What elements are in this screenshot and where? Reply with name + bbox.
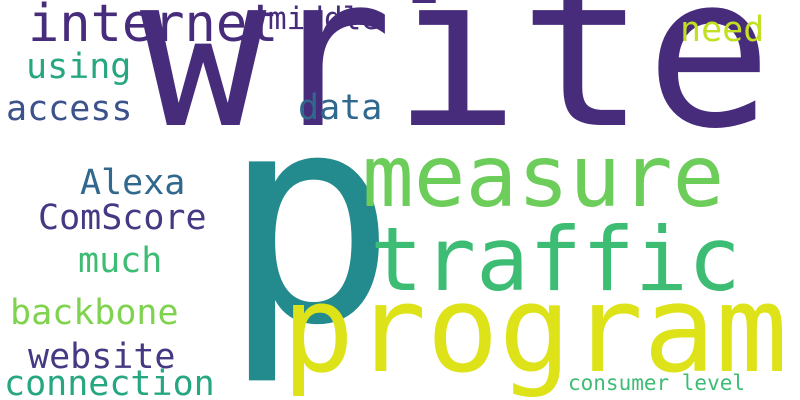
word-connection: connection bbox=[4, 364, 215, 400]
word-traffic: traffic bbox=[370, 208, 741, 311]
word-program: program bbox=[282, 261, 788, 400]
word-alexa: Alexa bbox=[80, 163, 186, 203]
word-middle: middle bbox=[268, 1, 380, 37]
word-much: much bbox=[78, 241, 163, 281]
word-measure: measure bbox=[362, 127, 725, 227]
word-internet: internet bbox=[28, 0, 279, 54]
word-i: i bbox=[408, 0, 439, 12]
word-comscore: ComScore bbox=[38, 198, 207, 238]
word-need: need bbox=[680, 10, 765, 50]
word-data: data bbox=[298, 88, 383, 128]
word-website: website bbox=[28, 337, 176, 377]
word-write: write bbox=[140, 0, 773, 175]
word-p: p bbox=[222, 52, 397, 389]
word-consumer-level: consumer level bbox=[568, 371, 746, 395]
word-backbone: backbone bbox=[10, 293, 179, 333]
word-using: using bbox=[26, 47, 132, 87]
word-access: access bbox=[6, 89, 133, 129]
